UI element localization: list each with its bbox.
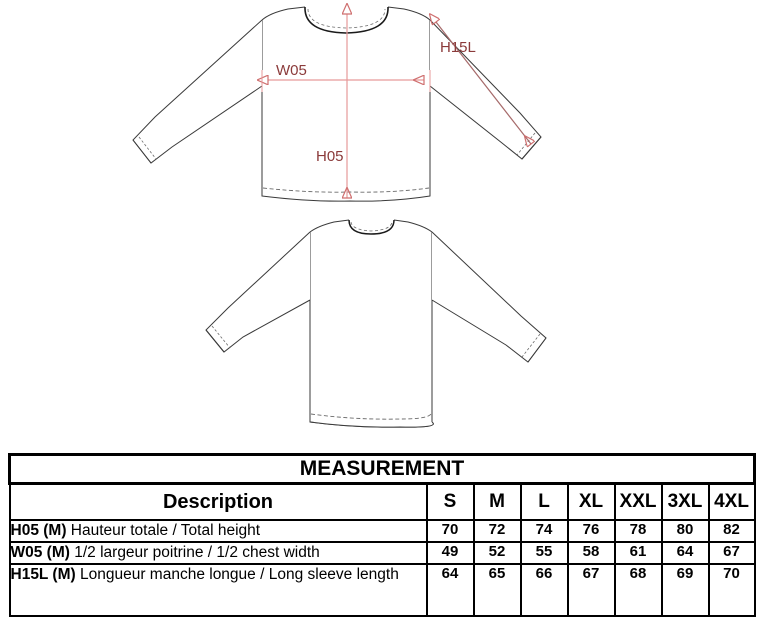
size-header-m: M (472, 482, 522, 521)
table-row: W05 (M) 1/2 largeur poitrine / 1/2 chest… (8, 540, 756, 565)
value-3xl: 69 (660, 562, 710, 617)
value-s: 49 (425, 540, 475, 565)
front-left-sleeve (132, 19, 263, 164)
table-title-row: MEASUREMENT (7, 453, 757, 485)
back-body-outline (309, 232, 434, 428)
back-left-cuff-stitch (211, 325, 231, 349)
measurement-table: MEASUREMENT Description S M L XL XXL 3XL… (7, 453, 757, 617)
table-title: MEASUREMENT (7, 453, 757, 485)
measurement-code: H15L (M) (10, 565, 76, 583)
value-m: 65 (472, 562, 522, 617)
h15l-measure-line (436, 22, 531, 144)
measurement-annotations: W05 H05 H15L (262, 14, 531, 198)
value-3xl: 64 (660, 540, 710, 565)
description-header: Description (8, 482, 428, 521)
measurement-code: H05 (M) (10, 522, 67, 539)
size-header-l: L (519, 482, 569, 521)
measurement-description: H15L (M) Longueur manche longue / Long s… (8, 562, 428, 617)
front-shoulder-line (261, 6, 306, 21)
measurement-description: H05 (M) Hauteur totale / Total height (8, 519, 428, 543)
front-body-outline (261, 20, 431, 202)
value-xxl: 61 (613, 540, 663, 565)
value-s: 64 (425, 562, 475, 617)
value-s: 70 (425, 519, 475, 543)
measurement-code: W05 (M) (10, 543, 70, 561)
value-xl: 76 (566, 519, 616, 543)
measurement-description-text: Longueur manche longue / Long sleeve len… (79, 565, 399, 583)
back-right-cuff-stitch (521, 333, 541, 358)
value-l: 55 (519, 540, 569, 565)
table-row: H05 (M) Hauteur totale / Total height 70… (8, 519, 756, 543)
back-neckline-outer (348, 219, 395, 235)
back-left-sleeve (205, 231, 311, 353)
size-header-s: S (425, 482, 475, 521)
table-row: H15L (M) Longueur manche longue / Long s… (8, 562, 756, 617)
back-shoulder-line-left (309, 219, 350, 233)
garment-illustration: W05 H05 H15L (132, 0, 547, 428)
front-left-cuff-stitch (138, 136, 157, 160)
back-left-cuff (205, 329, 225, 353)
size-header-xxl: XXL (613, 482, 663, 521)
front-shoulder-line-right (387, 6, 431, 21)
shirt-front-view (132, 6, 542, 202)
size-header-4xl: 4XL (707, 482, 756, 521)
value-xxl: 68 (613, 562, 663, 617)
value-xl: 58 (566, 540, 616, 565)
shirt-back-view (205, 219, 547, 428)
table-header-row: Description S M L XL XXL 3XL 4XL (8, 482, 756, 521)
size-header-xl: XL (566, 482, 616, 521)
value-4xl: 70 (707, 562, 756, 617)
back-shoulder-line-right (393, 219, 433, 233)
value-4xl: 82 (707, 519, 756, 543)
back-right-cuff (527, 337, 547, 363)
size-header-3xl: 3XL (660, 482, 710, 521)
back-right-sleeve (431, 231, 547, 363)
measurement-description-text: Hauteur totale / Total height (70, 522, 261, 539)
measurement-description: W05 (M) 1/2 largeur poitrine / 1/2 chest… (8, 540, 428, 565)
value-l: 74 (519, 519, 569, 543)
value-xl: 67 (566, 562, 616, 617)
front-right-cuff (521, 136, 542, 160)
measurement-description-text: 1/2 largeur poitrine / 1/2 chest width (74, 543, 320, 561)
value-3xl: 80 (660, 519, 710, 543)
back-neckline-stitch (350, 221, 393, 232)
value-l: 66 (519, 562, 569, 617)
w05-label: W05 (276, 62, 307, 79)
h05-label: H05 (316, 148, 344, 165)
h15l-label: H15L (440, 39, 476, 56)
front-left-cuff (132, 139, 152, 164)
value-m: 72 (472, 519, 522, 543)
value-m: 52 (472, 540, 522, 565)
value-xxl: 78 (613, 519, 663, 543)
value-4xl: 67 (707, 540, 756, 565)
back-body-outline-fix (309, 421, 434, 428)
